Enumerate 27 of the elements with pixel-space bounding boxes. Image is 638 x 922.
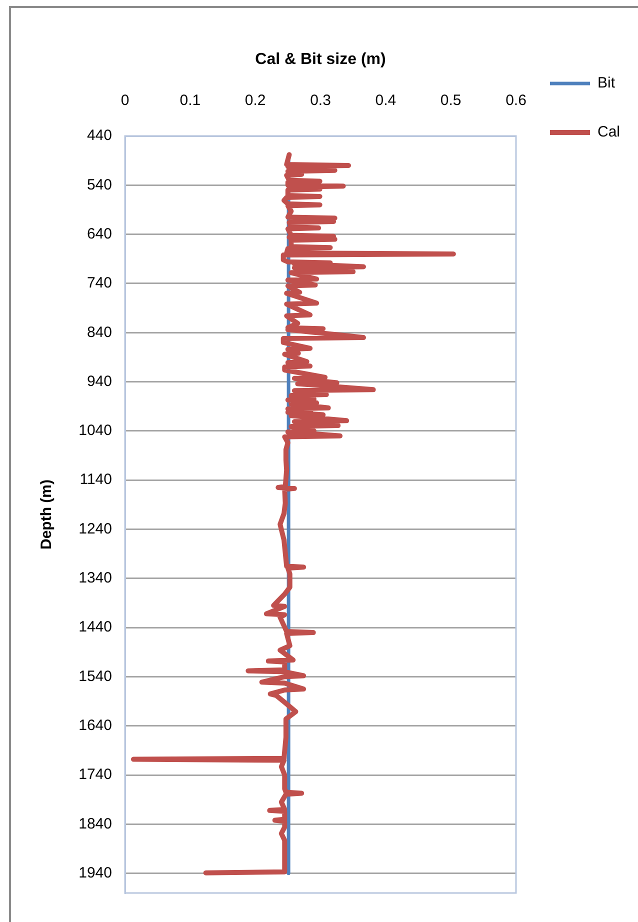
x-tick-label: 0.5	[440, 92, 462, 110]
x-axis-title: Cal & Bit size (m)	[255, 51, 386, 68]
x-tick-label: 0.4	[375, 92, 396, 110]
y-tick-label: 1040	[78, 422, 112, 440]
y-tick-label: 1440	[78, 618, 112, 636]
y-tick-label: 1540	[78, 668, 112, 685]
y-tick-label: 740	[86, 274, 112, 292]
y-tick-label: 840	[86, 324, 112, 341]
y-tick-label: 1640	[78, 717, 112, 734]
y-tick-label: 1240	[78, 520, 112, 538]
legend-label: Cal	[597, 124, 620, 141]
x-tick-label: 0	[120, 92, 130, 110]
x-tick-label: 0.2	[244, 92, 266, 110]
x-tick-label: 0.1	[180, 92, 201, 110]
y-tick-label: 540	[86, 176, 112, 194]
y-axis-title: Depth (m)	[38, 480, 56, 550]
y-tick-label: 1340	[78, 570, 112, 587]
y-tick-label: 1140	[80, 471, 112, 488]
y-tick-label: 1940	[78, 864, 112, 882]
y-tick-label: 1740	[78, 766, 112, 784]
y-tick-label: 440	[86, 127, 112, 144]
x-tick-label: 0.3	[310, 92, 331, 110]
x-tick-label: 0.6	[506, 92, 526, 110]
y-tick-label: 940	[86, 372, 112, 390]
y-tick-label: 1840	[78, 815, 112, 832]
legend-label: Bit	[597, 74, 616, 92]
y-tick-label: 640	[86, 225, 112, 242]
